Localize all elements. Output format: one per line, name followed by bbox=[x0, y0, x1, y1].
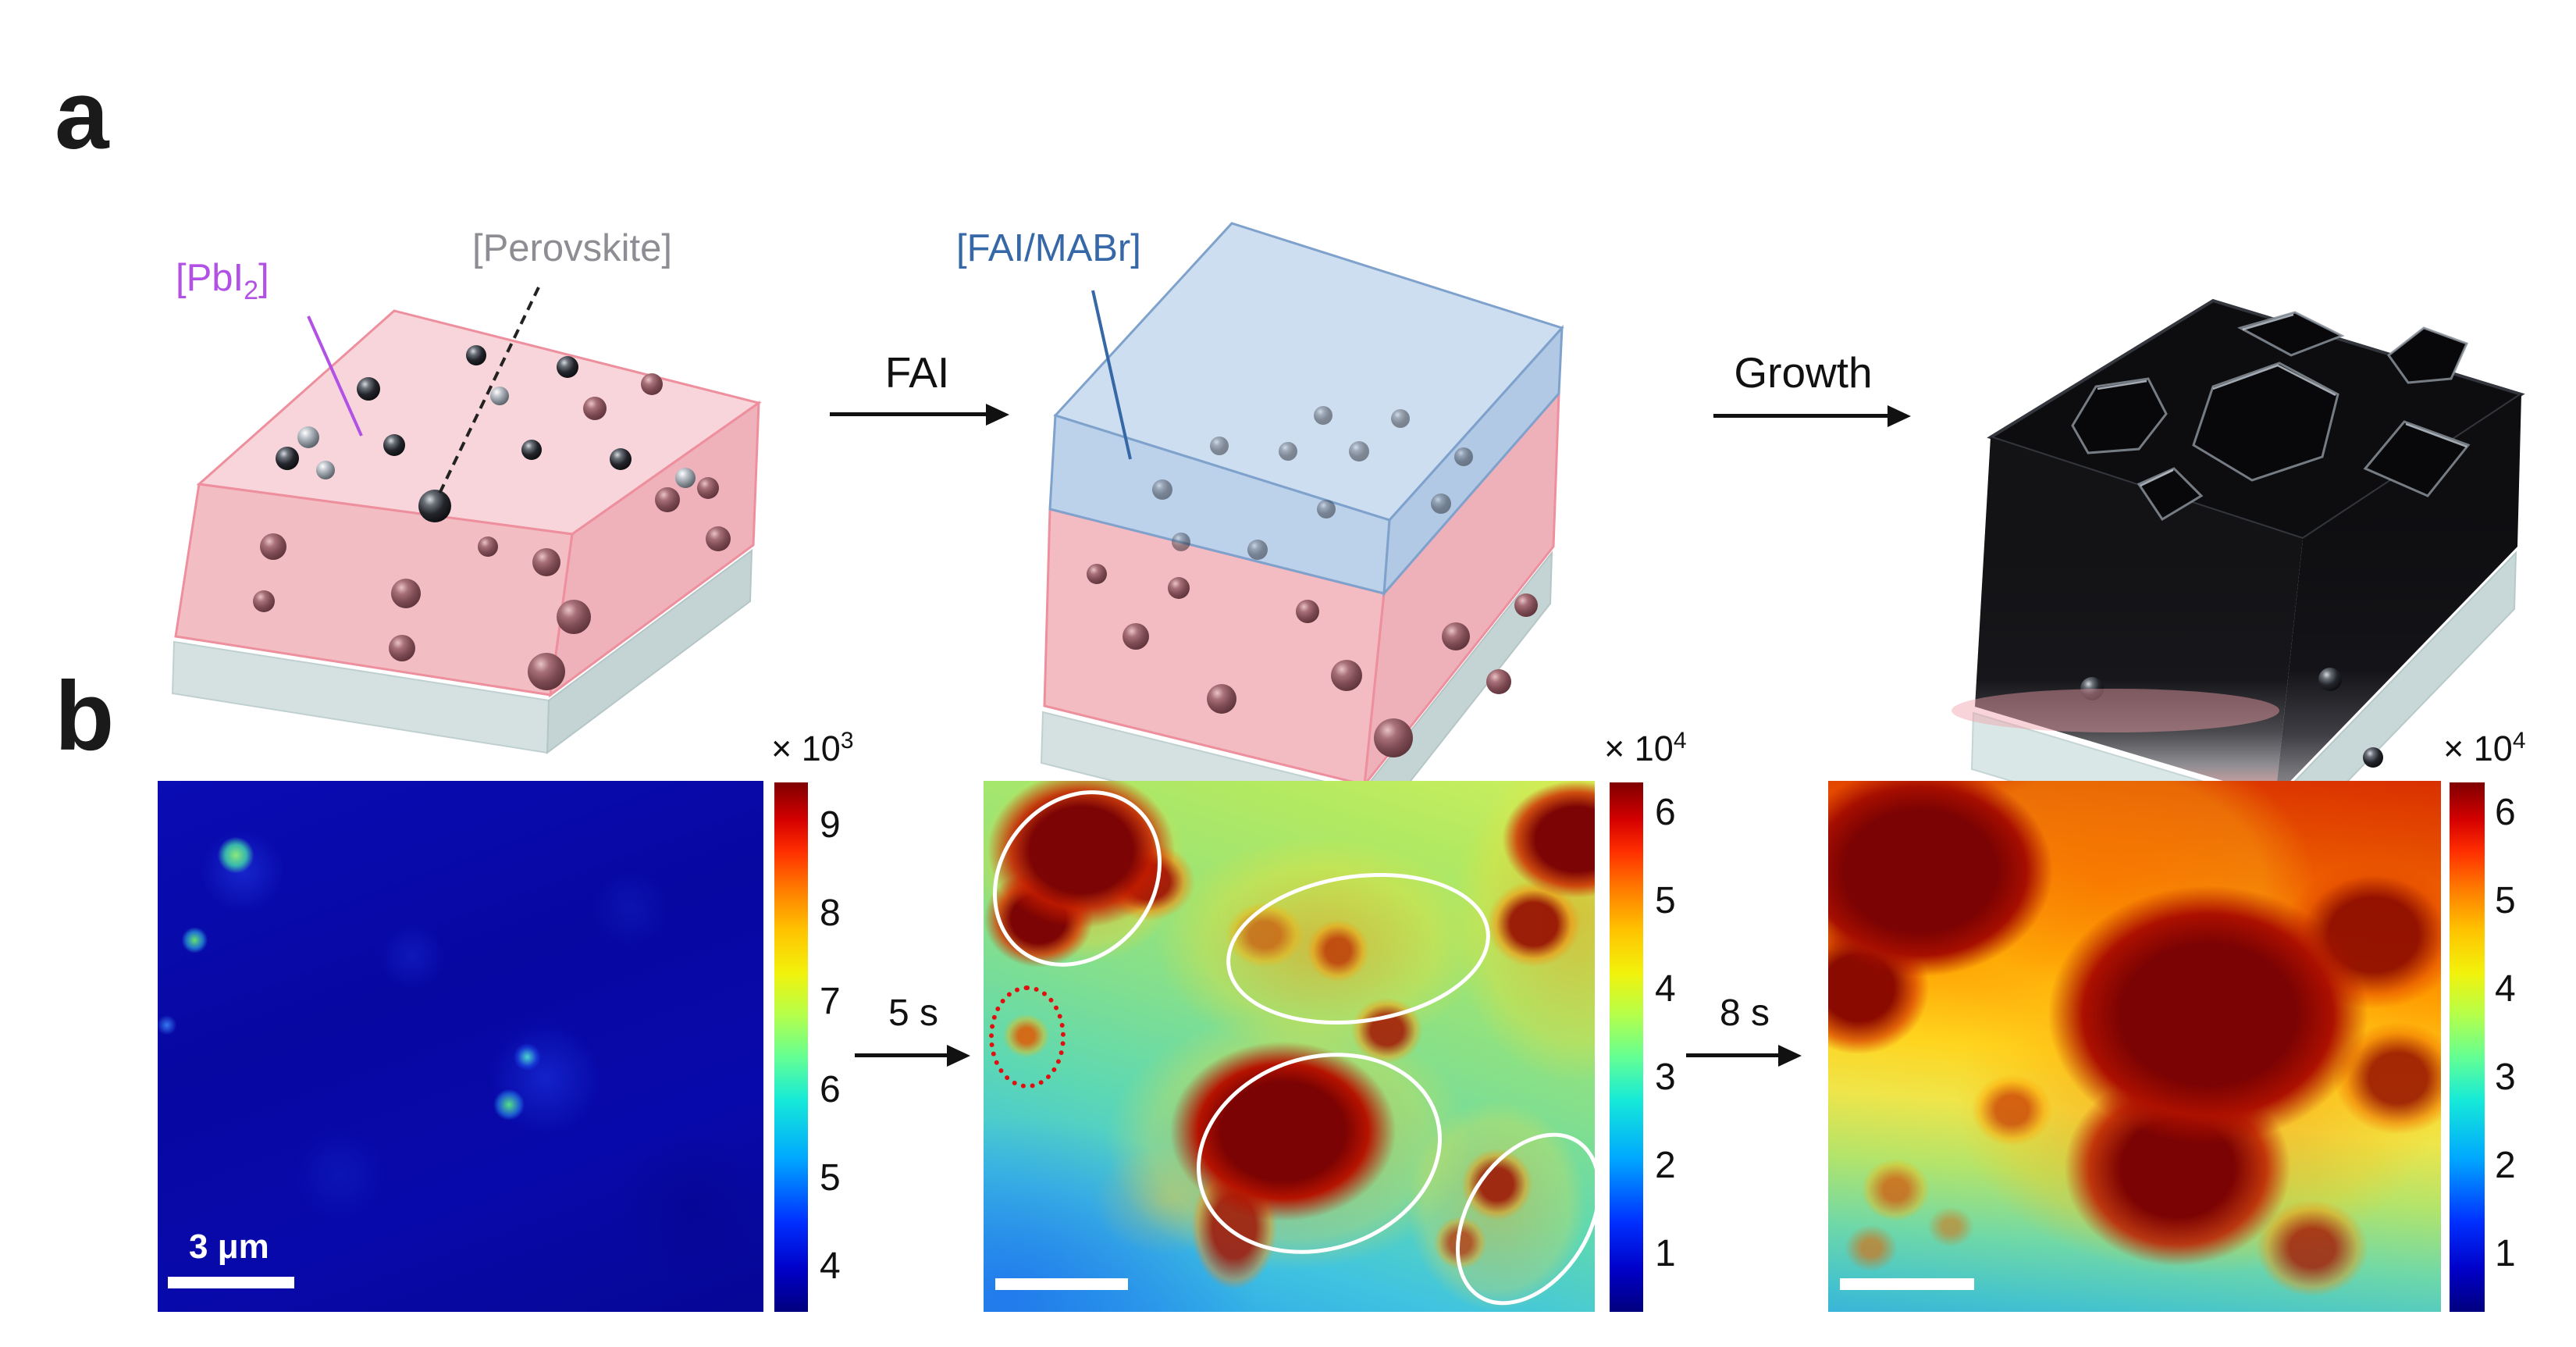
colorbar-tick: 4 bbox=[820, 1245, 841, 1287]
grain-ellipse-annotation bbox=[984, 781, 1197, 1001]
fai-arrow-line bbox=[830, 412, 987, 416]
colorbar-exponent-power: 4 bbox=[1673, 728, 1687, 754]
fai-mabr-label: [FAI/MABr] bbox=[956, 227, 1141, 269]
perovskite-pointer-line bbox=[438, 287, 540, 494]
fai-arrow-label: FAI bbox=[884, 348, 950, 397]
pbi2-film-schematic bbox=[171, 287, 762, 755]
scale-bar bbox=[995, 1278, 1128, 1290]
colorbar-tick: 6 bbox=[1655, 792, 1676, 833]
time-arrow-5s-line bbox=[855, 1053, 948, 1057]
panel-a-label: a bbox=[55, 61, 109, 169]
pl-map-8s bbox=[1828, 781, 2441, 1312]
grain-ellipse-annotation bbox=[1425, 1106, 1595, 1312]
panel-b-label: b bbox=[55, 662, 115, 771]
pbi2-label-pre: [PbI bbox=[176, 257, 244, 299]
colorbar-tick: 5 bbox=[820, 1157, 841, 1199]
colorbar-exponent-base: × 10 bbox=[771, 729, 841, 768]
colorbar-exponent: × 104 bbox=[2443, 728, 2526, 769]
colorbar-tick: 3 bbox=[2495, 1057, 2516, 1098]
pbi2-inclusion-spheres bbox=[1087, 564, 1538, 757]
scale-bar bbox=[168, 1277, 294, 1288]
colorbar-tick: 2 bbox=[1655, 1145, 1676, 1186]
colorbar bbox=[774, 782, 808, 1312]
perovskite-seed-spheres bbox=[276, 345, 696, 522]
pbi2-label-post: ] bbox=[258, 257, 269, 299]
time-arrow-8s-label: 8 s bbox=[1719, 992, 1770, 1034]
time-arrow-5s-head-icon bbox=[947, 1045, 970, 1067]
colorbar-exponent-base: × 10 bbox=[2443, 729, 2513, 768]
colorbar-ticks: 6 5 4 3 2 1 bbox=[1655, 793, 1676, 1274]
residual-spheres bbox=[2080, 668, 2383, 768]
colorbar-exponent: × 103 bbox=[771, 728, 854, 769]
perovskite-crystal-body bbox=[1975, 298, 2525, 796]
interface-glow bbox=[1952, 689, 2279, 732]
colorbar-tick: 2 bbox=[2495, 1145, 2516, 1186]
colorbar-tick: 6 bbox=[820, 1069, 841, 1110]
colorbar-tick: 5 bbox=[1655, 880, 1676, 921]
growth-arrow-line bbox=[1713, 414, 1889, 418]
growth-arrow-label: Growth bbox=[1734, 348, 1873, 397]
fai-mabr-pointer-line bbox=[1091, 290, 1132, 460]
crystal-facets bbox=[2071, 311, 2471, 522]
colorbar-tick: 8 bbox=[820, 893, 841, 934]
colorbar-tick: 3 bbox=[1655, 1057, 1676, 1098]
spheres-under-fai-layer bbox=[1152, 406, 1473, 560]
colorbar-tick: 9 bbox=[820, 804, 841, 846]
colorbar-tick: 1 bbox=[1655, 1233, 1676, 1274]
colorbar bbox=[2450, 782, 2485, 1312]
colorbar-tick: 7 bbox=[820, 981, 841, 1022]
pbi2-pointer-line bbox=[307, 315, 363, 437]
crystal-facet-highlights bbox=[2097, 313, 2467, 487]
scale-bar bbox=[1840, 1278, 1974, 1290]
scale-bar-label: 3 μm bbox=[189, 1228, 269, 1266]
colorbar-tick: 5 bbox=[2495, 880, 2516, 921]
colorbar-exponent-base: × 10 bbox=[1604, 729, 1674, 768]
colorbar-exponent-power: 4 bbox=[2512, 728, 2526, 754]
fai-arrow-head-icon bbox=[986, 404, 1009, 426]
perovskite-crystal-schematic bbox=[1952, 298, 2525, 861]
time-arrow-5s-label: 5 s bbox=[888, 992, 939, 1034]
pl-map-initial: 3 μm bbox=[158, 781, 763, 1312]
perovskite-label: [Perovskite] bbox=[472, 227, 672, 269]
substrate-side-face bbox=[546, 548, 753, 755]
fai-mabr-layer-body bbox=[1048, 222, 1564, 597]
fai-mabr-film-schematic bbox=[1040, 222, 1564, 793]
pbi2-inclusion-spheres bbox=[253, 477, 731, 690]
substrate-front-face bbox=[1040, 711, 1364, 793]
pl-map-5s bbox=[984, 781, 1595, 1312]
pbi2-label-sub: 2 bbox=[244, 275, 259, 305]
colorbar-exponent: × 104 bbox=[1604, 728, 1687, 769]
nucleation-dotted-circle bbox=[989, 985, 1066, 1089]
grain-ellipse-annotation bbox=[1170, 1021, 1468, 1285]
colorbar-tick: 1 bbox=[2495, 1233, 2516, 1274]
grain-ellipse-annotation bbox=[1216, 857, 1500, 1041]
time-arrow-8s-line bbox=[1686, 1053, 1780, 1057]
growth-arrow-head-icon bbox=[1888, 405, 1911, 427]
pbi2-label: [PbI2] bbox=[176, 257, 269, 305]
time-arrow-8s-head-icon bbox=[1778, 1045, 1802, 1067]
colorbar-tick: 4 bbox=[1655, 968, 1676, 1010]
colorbar bbox=[1610, 782, 1643, 1312]
colorbar-ticks: 9 8 7 6 5 4 bbox=[820, 805, 841, 1287]
colorbar-tick: 6 bbox=[2495, 792, 2516, 833]
colorbar-tick: 4 bbox=[2495, 968, 2516, 1010]
colorbar-exponent-power: 3 bbox=[840, 728, 854, 754]
colorbar-ticks: 6 5 4 3 2 1 bbox=[2495, 793, 2516, 1274]
